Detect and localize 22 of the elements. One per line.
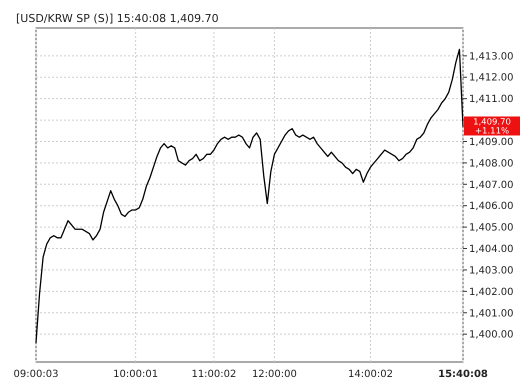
x-tick-label: 10:00:01	[113, 369, 158, 380]
y-tick-label: 1,406.00	[469, 201, 514, 212]
x-tick-label: 09:00:03	[14, 369, 58, 380]
y-tick-label: 1,400.00	[469, 330, 514, 341]
y-tick-label: 1,403.00	[469, 265, 514, 276]
annotation: 1,409.70 +1.11%	[473, 117, 511, 136]
y-tick-label: 1,402.00	[469, 286, 514, 298]
y-tick-label: 1,413.00	[469, 51, 514, 62]
y-tick-label: 1,412.00	[469, 72, 514, 84]
line-series	[35, 48, 464, 344]
y-tick-label: 1,407.00	[469, 180, 514, 191]
chart-title: [USD/KRW SP (S)] 15:40:08 1,409.70	[16, 12, 219, 25]
y-tick-label: 1,411.00	[469, 94, 514, 106]
y-tick-label: 1,404.00	[469, 244, 514, 256]
x-tick-label: 12:00:00	[252, 369, 297, 380]
y-tick-label: 1,401.00	[469, 308, 514, 320]
y-tick-label: 1,405.00	[469, 222, 514, 234]
x-tick-label: 15:40:08	[438, 369, 488, 380]
y-tick-label: 1,408.00	[469, 158, 514, 170]
x-tick-label: 14:00:02	[348, 369, 393, 380]
y-tick-label: 1,409.00	[469, 136, 514, 148]
x-tick-label: 11:00:02	[191, 369, 236, 380]
